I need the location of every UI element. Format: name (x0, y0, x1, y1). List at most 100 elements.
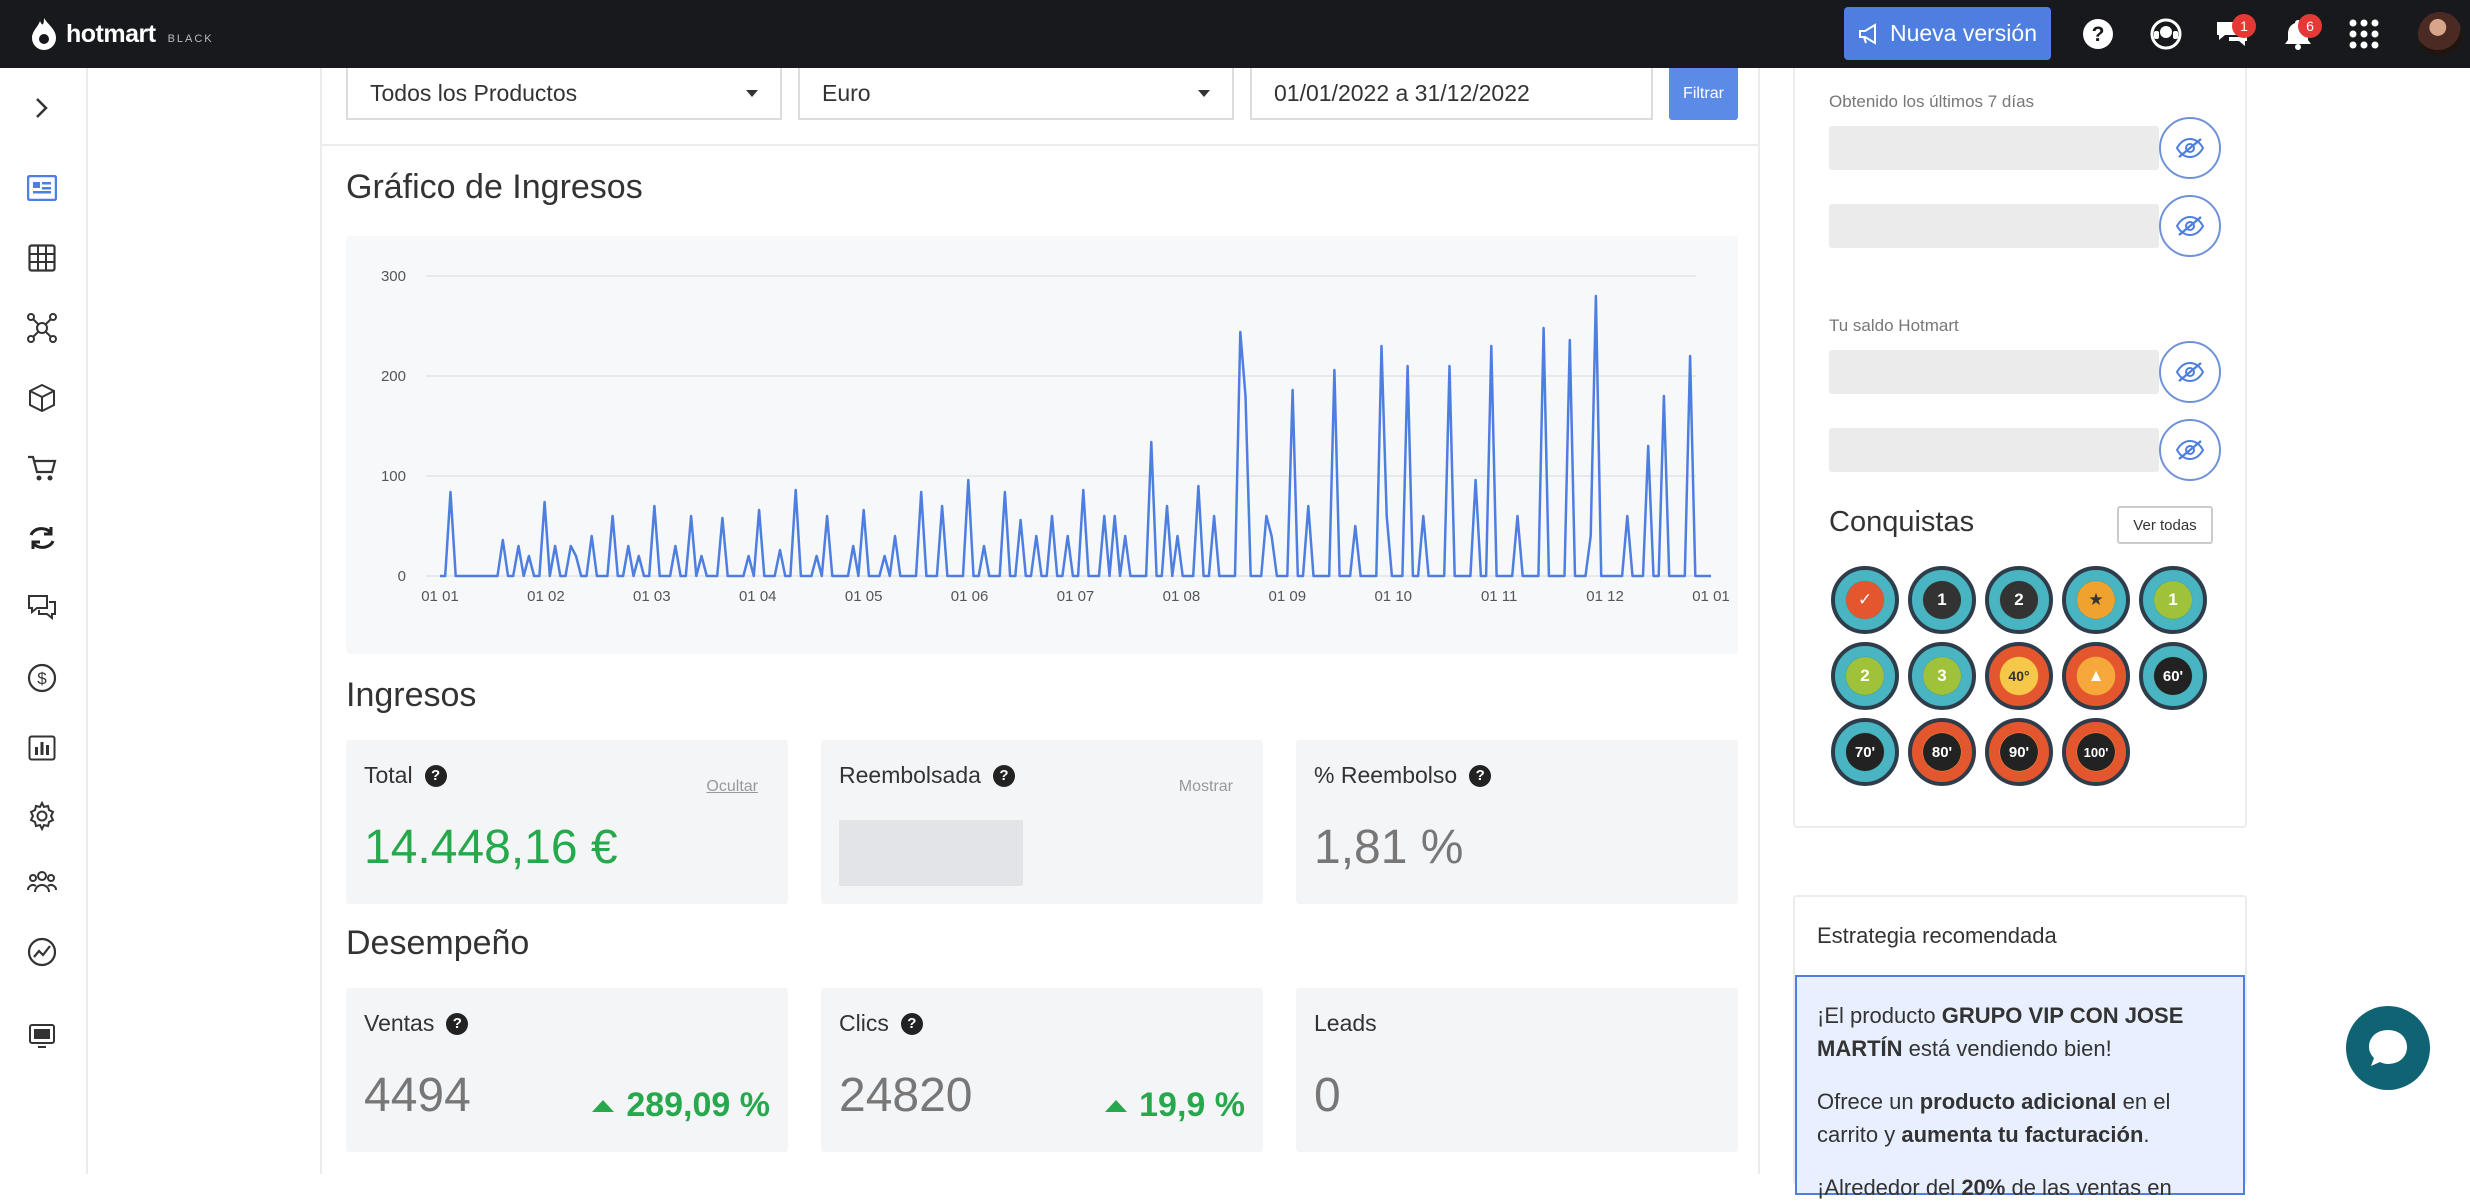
medal-badge-cart-2[interactable]: 2 (1985, 566, 2053, 634)
x-tick-label: 01 08 (1163, 588, 1201, 605)
sidebar-item-club[interactable] (20, 1014, 64, 1058)
hotmart-logo[interactable]: hotmart BLACK (30, 16, 214, 52)
sidebar-item-finance[interactable]: $ (20, 656, 64, 700)
income-section-title: Ingresos (346, 676, 477, 714)
chevron-down-icon (1198, 90, 1210, 97)
product-select[interactable]: Todos los Productos (346, 68, 782, 120)
mountain-icon: ▲ (2077, 657, 2115, 695)
sidebar-item-affiliates[interactable] (20, 306, 64, 350)
medal-badge-money-2[interactable]: 2 (1831, 642, 1899, 710)
sidebar-item-sales[interactable] (20, 446, 64, 490)
strategy-paragraph-3: ¡Alrededor del 20% de las ventas en (1817, 1171, 2223, 1204)
balance-label: Tu saldo Hotmart (1829, 316, 1959, 335)
new-version-button[interactable]: Nueva versión (1844, 7, 2051, 60)
clicks-trend-value: 19,9 % (1139, 1086, 1245, 1124)
medal-badge-sun-40[interactable]: 40° (1985, 642, 2053, 710)
leads-value: 0 (1314, 1069, 1341, 1122)
cart-icon (28, 455, 57, 481)
sync-icon (29, 527, 55, 549)
currency-select[interactable]: Euro (798, 68, 1234, 120)
support-button[interactable] (2144, 12, 2188, 56)
sidebar-item-subscriptions[interactable] (20, 516, 64, 560)
x-tick-label: 01 03 (633, 588, 671, 605)
medal-number: 70' (1846, 733, 1884, 771)
show-link[interactable]: Mostrar (1178, 778, 1233, 795)
sidebar-item-analytics[interactable] (20, 930, 64, 974)
medal-badge-money-1[interactable]: 1 (2139, 566, 2207, 634)
strategy-body: ¡El producto GRUPO VIP CON JOSE MARTÍN e… (1795, 975, 2245, 1200)
live-chat-button[interactable] (2346, 1006, 2430, 1090)
last-7-days-label: Obtenido los últimos 7 días (1829, 92, 2035, 111)
medal-badge-80[interactable]: 80' (1908, 718, 1976, 786)
apps-button[interactable] (2342, 12, 2386, 56)
sidebar-item-grid[interactable] (20, 236, 64, 280)
help-circle-icon[interactable]: ? (1469, 764, 1492, 787)
medal-badge-60[interactable]: 60' (2139, 642, 2207, 710)
x-tick-label: 01 05 (845, 588, 883, 605)
clicks-trend: 19,9 % (1105, 1086, 1245, 1125)
gear-icon (29, 801, 55, 831)
x-tick-label: 01 01 (1692, 588, 1730, 605)
sales-value: 4494 (364, 1069, 471, 1122)
bold-text: producto adicional (1919, 1089, 2117, 1114)
chevron-right-icon (36, 98, 48, 118)
refunded-card: Reembolsada ? Mostrar (821, 740, 1263, 904)
main-panel: Todos los Productos Euro 01/01/2022 a 31… (320, 68, 1760, 1174)
medal-number: 2 (1846, 657, 1884, 695)
series-line-ingresos[interactable] (440, 294, 1711, 578)
sidebar-item-products[interactable] (20, 376, 64, 420)
income-chart: 0 100 200 300 01 01 01 02 01 03 01 04 01 05 01 06… (346, 236, 1738, 654)
medal-badge-70[interactable]: 70' (1831, 718, 1899, 786)
arrow-up-icon (1105, 1099, 1128, 1112)
x-tick-label: 01 07 (1057, 588, 1095, 605)
filter-button[interactable]: Filtrar (1669, 68, 1738, 120)
medal-badge-first-sale[interactable]: ✓ (1831, 566, 1899, 634)
chart-section-title: Gráfico de Ingresos (346, 168, 643, 206)
medal-badge-90[interactable]: 90' (1985, 718, 2053, 786)
hide-link[interactable]: Ocultar (706, 778, 758, 795)
sidebar-item-team[interactable] (20, 860, 64, 904)
chat-button[interactable]: 1 (2210, 12, 2256, 56)
top-bar: hotmart BLACK Nueva versión ? 1 6 (0, 0, 2470, 68)
help-circle-icon[interactable]: ? (900, 1012, 923, 1035)
strategy-heading: Estrategia recomendada (1817, 923, 2057, 948)
medal-badge-100[interactable]: 100' (2062, 718, 2130, 786)
grid-icon (28, 244, 56, 272)
medal-badge-cart-1[interactable]: 1 (1908, 566, 1976, 634)
text: de las ventas en (2005, 1175, 2172, 1200)
medal-badge-money-3[interactable]: 3 (1908, 642, 1976, 710)
toggle-visibility-button[interactable] (2159, 341, 2221, 403)
help-circle-icon[interactable]: ? (446, 1012, 469, 1035)
medal-badge-trophy[interactable]: ★ (2062, 566, 2130, 634)
notifications-button[interactable]: 6 (2276, 12, 2322, 56)
card-label-wrap: Leads (1314, 1010, 1377, 1037)
monitor-icon (29, 1024, 55, 1048)
help-button[interactable]: ? (2076, 12, 2120, 56)
sidebar-item-settings[interactable] (20, 794, 64, 838)
toggle-visibility-button[interactable] (2159, 419, 2221, 481)
product-name: GRUPO VIP CON JOSE MARTÍN (1817, 1003, 2184, 1061)
svg-text:$: $ (37, 669, 47, 688)
help-circle-icon[interactable]: ? (424, 764, 447, 787)
user-avatar[interactable] (2418, 12, 2462, 56)
medal-badge-mountain[interactable]: ▲ (2062, 642, 2130, 710)
dashboard-icon (27, 175, 57, 201)
eye-off-icon (2175, 361, 2205, 383)
sidebar-item-dashboard[interactable] (20, 166, 64, 210)
sidebar-item-messages[interactable] (20, 586, 64, 630)
income-total-value: 14.448,16 € (364, 821, 618, 874)
date-range-input[interactable]: 01/01/2022 a 31/12/2022 (1250, 68, 1653, 120)
medal-number: 60' (2154, 657, 2192, 695)
medal-number: 100' (2077, 733, 2115, 771)
messages-icon (28, 595, 56, 621)
leads-card: Leads 0 (1296, 988, 1738, 1152)
help-circle-icon[interactable]: ? (992, 764, 1015, 787)
balance-panel: Obtenido los últimos 7 días Tu saldo Hot… (1793, 68, 2247, 828)
card-label-wrap: Clics ? (839, 1010, 923, 1037)
toggle-visibility-button[interactable] (2159, 117, 2221, 179)
help-icon: ? (2083, 19, 2113, 49)
see-all-button[interactable]: Ver todas (2117, 506, 2213, 544)
sidebar-item-reports[interactable] (20, 726, 64, 770)
sidebar-expand[interactable] (20, 86, 64, 130)
toggle-visibility-button[interactable] (2159, 195, 2221, 257)
